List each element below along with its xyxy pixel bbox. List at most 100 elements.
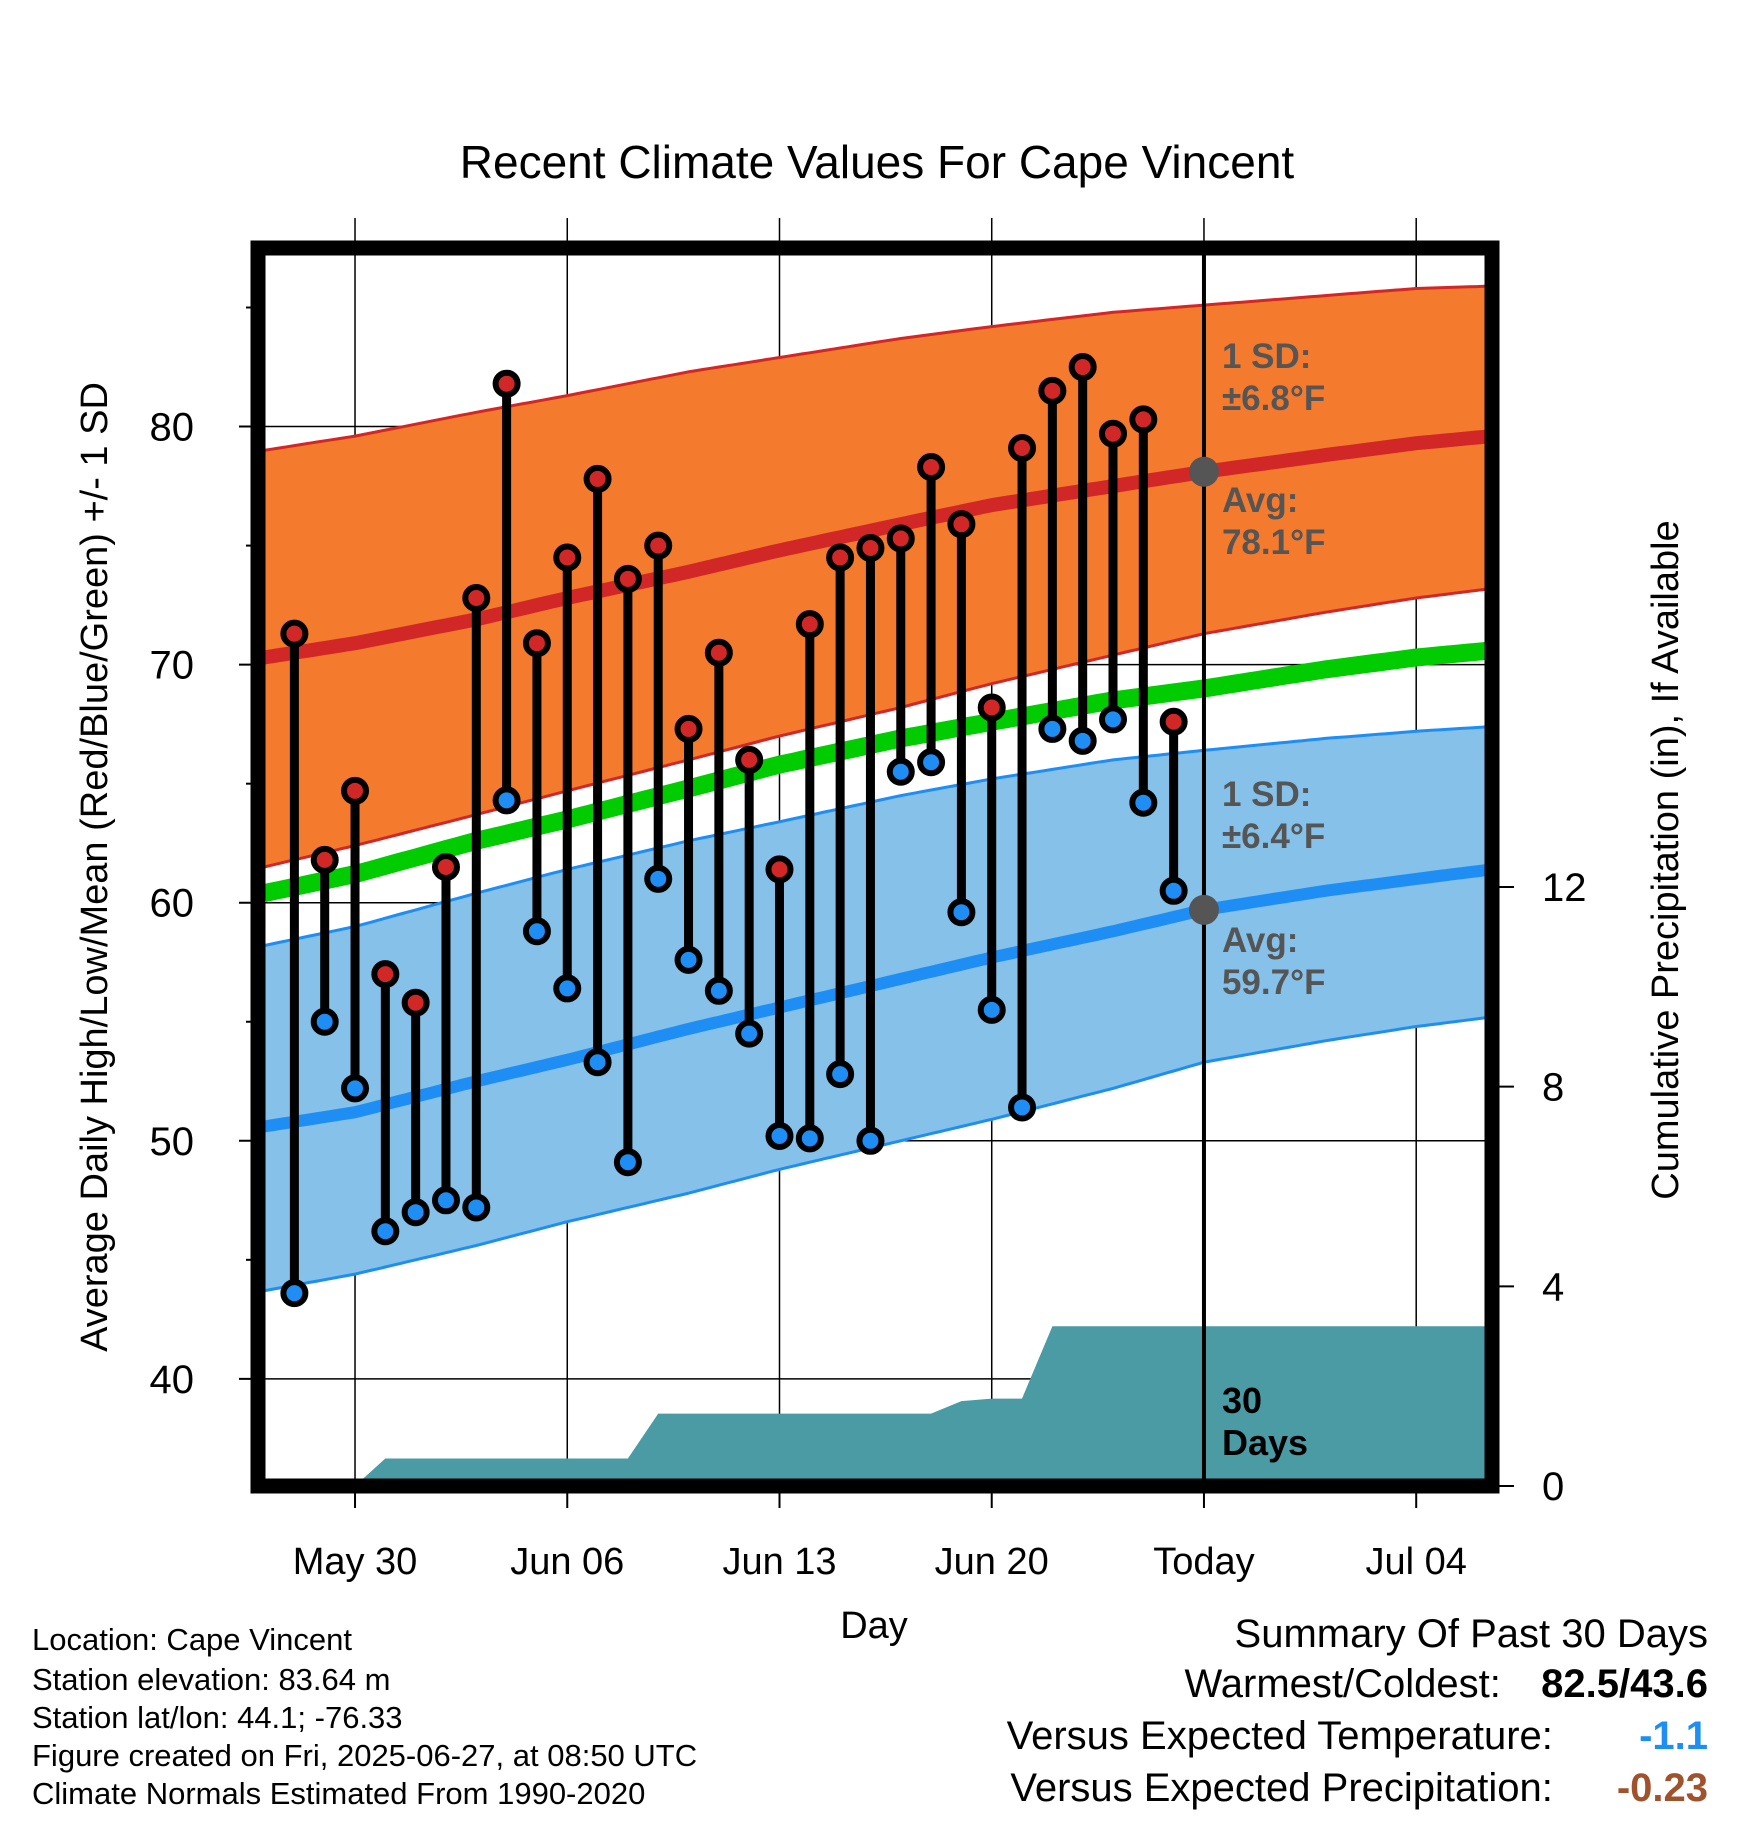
y-right-tick-label-1: 4: [1542, 1265, 1564, 1309]
high-point-22: [947, 510, 976, 539]
summary-warmest-value: 82.5/43.6: [1541, 1662, 1708, 1706]
high-point-25: [1038, 376, 1067, 405]
days-label-1: Days: [1222, 1422, 1308, 1463]
y-left-tick-label-0: 40: [150, 1358, 195, 1402]
low-point-3: [371, 1217, 400, 1246]
y-left-axis-title: Average Daily High/Low/Mean (Red/Blue/Gr…: [74, 382, 116, 1352]
x-tick-label-0: May 30: [293, 1541, 418, 1583]
today-low-avg-marker: [1188, 894, 1219, 925]
high-point-24: [1008, 433, 1037, 462]
high-sd-label-1: ±6.8°F: [1222, 379, 1325, 418]
high-point-21: [917, 453, 946, 482]
summary-temp-value: -1.1: [1639, 1714, 1708, 1758]
plot-frame: [250, 240, 1500, 1494]
info-location: Location: Cape Vincent: [32, 1622, 352, 1657]
days-label-0: 30: [1222, 1380, 1262, 1421]
y-left-tick-label-2: 60: [150, 882, 195, 926]
high-point-10: [583, 464, 612, 493]
high-point-6: [462, 583, 491, 612]
x-tick-label-3: Jun 20: [935, 1541, 1049, 1583]
y-left-tick-label-1: 50: [150, 1120, 195, 1164]
high-point-27: [1099, 419, 1128, 448]
high-point-16: [765, 855, 794, 884]
high-point-18: [826, 543, 855, 572]
high-avg-label-1: 78.1°F: [1222, 523, 1326, 562]
chart-title: Recent Climate Values For Cape Vincent: [460, 136, 1295, 188]
x-tick-label-2: Jun 13: [722, 1541, 836, 1583]
low-point-23: [977, 995, 1006, 1024]
y-right-tick-label-3: 12: [1542, 866, 1587, 910]
high-avg-label-0: Avg:: [1222, 481, 1298, 520]
info-elevation: Station elevation: 83.64 m: [32, 1662, 391, 1697]
y-right-tick-label-0: 0: [1542, 1465, 1564, 1509]
x-tick-label-4: Today: [1153, 1541, 1254, 1583]
summary-warmest-label: Warmest/Coldest:: [1184, 1662, 1501, 1706]
high-point-19: [856, 533, 885, 562]
high-point-12: [644, 531, 673, 560]
low-point-25: [1038, 714, 1067, 743]
low-point-20: [886, 757, 915, 786]
high-point-9: [553, 543, 582, 572]
low-point-12: [644, 864, 673, 893]
low-point-0: [280, 1279, 309, 1308]
high-point-8: [522, 629, 551, 658]
info-latlon: Station lat/lon: 44.1; -76.33: [32, 1700, 403, 1735]
low-point-2: [341, 1074, 370, 1103]
high-point-1: [310, 845, 339, 874]
low-point-10: [583, 1048, 612, 1077]
high-upper-line: [263, 284, 1493, 452]
low-point-27: [1099, 705, 1128, 734]
precipitation-area: [355, 1326, 1492, 1486]
y-right-axis-title: Cumulative Precipitation (in), If Availa…: [1645, 520, 1687, 1199]
high-point-5: [431, 853, 460, 881]
summary-precip-row: Versus Expected Precipitation: -0.23: [1010, 1768, 1708, 1808]
high-lower-line: [263, 586, 1493, 869]
low-point-15: [735, 1019, 764, 1048]
low-point-8: [522, 917, 551, 946]
low-sd-band: [264, 726, 1493, 1291]
info-created: Figure created on Fri, 2025-06-27, at 08…: [32, 1738, 698, 1773]
summary-warmest-row: Warmest/Coldest: 82.5/43.6: [1185, 1664, 1709, 1704]
mean-line: [262, 641, 1493, 903]
low-point-29: [1159, 876, 1188, 905]
low-point-21: [917, 748, 946, 777]
x-tick-label-5: Jul 04: [1365, 1541, 1466, 1583]
high-point-14: [704, 638, 733, 667]
summary-temp-label: Versus Expected Temperature:: [1006, 1714, 1553, 1758]
low-point-14: [704, 976, 733, 1005]
high-mean-line: [262, 429, 1493, 665]
info-normals: Climate Normals Estimated From 1990-2020: [32, 1776, 646, 1811]
summary-temp-row: Versus Expected Temperature: -1.1: [1007, 1716, 1708, 1756]
low-point-24: [1008, 1093, 1037, 1122]
low-sd-label-1: ±6.4°F: [1222, 817, 1325, 856]
low-point-22: [947, 898, 976, 927]
high-point-0: [280, 619, 309, 648]
low-point-18: [826, 1060, 855, 1089]
low-point-9: [553, 974, 582, 1003]
high-point-11: [613, 564, 642, 593]
low-point-26: [1068, 726, 1097, 755]
high-sd-label-0: 1 SD:: [1222, 337, 1311, 376]
high-point-13: [674, 714, 703, 743]
high-point-17: [795, 610, 824, 639]
low-upper-line: [263, 725, 1493, 948]
high-point-3: [371, 960, 400, 989]
low-point-5: [431, 1186, 460, 1215]
low-point-16: [765, 1122, 794, 1151]
low-avg-label-0: Avg:: [1222, 921, 1298, 960]
low-point-4: [401, 1198, 430, 1227]
low-point-13: [674, 945, 703, 974]
high-point-4: [401, 988, 430, 1017]
summary-precip-value: -0.23: [1616, 1766, 1708, 1810]
high-point-28: [1129, 405, 1158, 434]
low-point-6: [462, 1193, 491, 1222]
high-point-2: [341, 776, 370, 805]
high-point-23: [977, 693, 1006, 722]
low-avg-label-1: 59.7°F: [1222, 963, 1326, 1002]
low-point-28: [1129, 788, 1158, 817]
y-left-tick-label-3: 70: [150, 644, 195, 688]
high-point-7: [492, 369, 521, 398]
summary-title: Summary Of Past 30 Days: [1234, 1612, 1708, 1656]
high-point-20: [886, 524, 915, 553]
